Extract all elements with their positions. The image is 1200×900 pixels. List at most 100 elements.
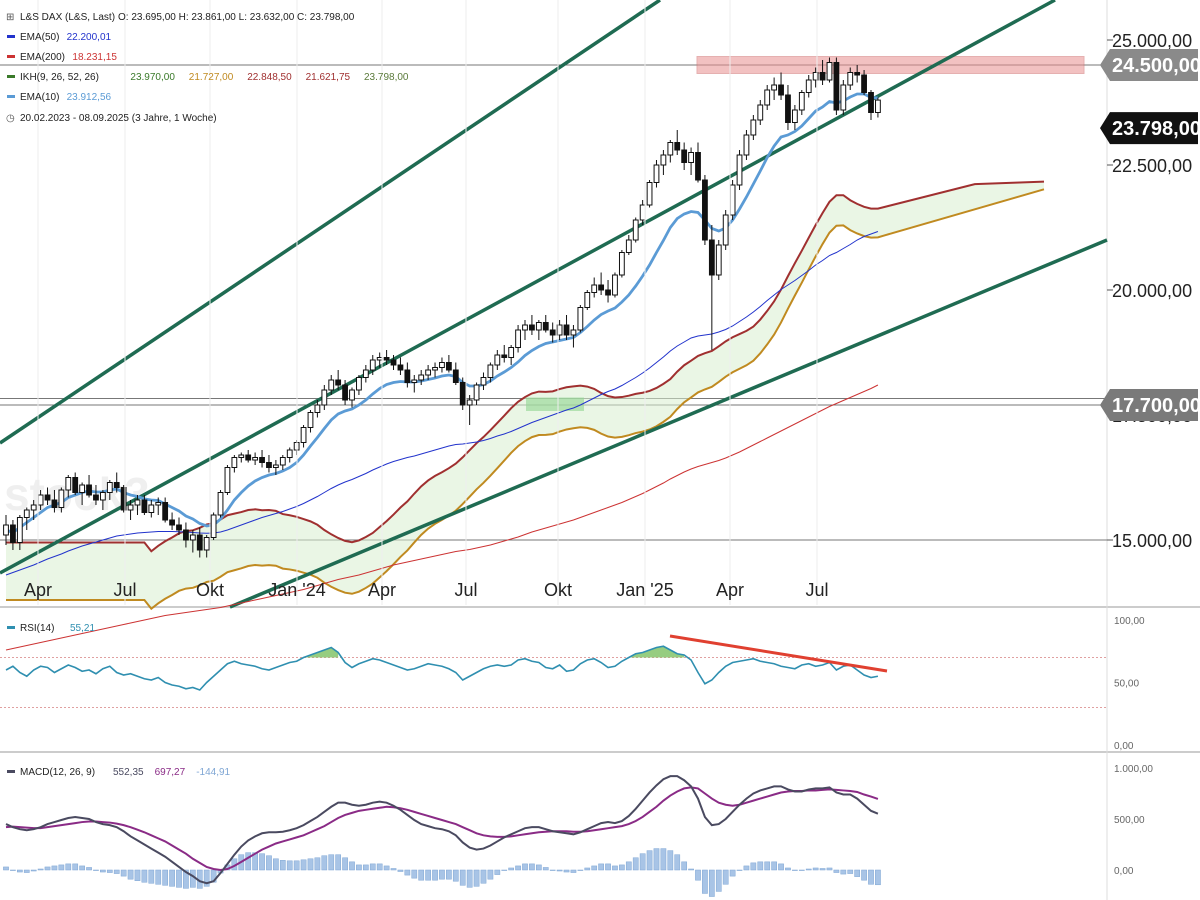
macd-histogram-bar xyxy=(44,866,51,871)
trend-channel-line-2 xyxy=(0,0,1056,575)
candle-81 xyxy=(563,315,570,340)
price-tick-label-0: 25.000,00 xyxy=(1112,31,1192,51)
candle-body-up xyxy=(508,347,515,358)
macd-histogram-bar xyxy=(362,864,369,871)
candle-101 xyxy=(702,175,708,245)
macd-histogram-bar xyxy=(335,854,342,871)
candle-body-up xyxy=(577,307,584,331)
candle-body-down xyxy=(563,324,570,336)
time-tick-label-1: Jul xyxy=(113,580,136,600)
cloud-fill xyxy=(6,181,1044,609)
candle-109 xyxy=(757,100,764,125)
candle-52 xyxy=(362,365,369,383)
macd-histogram-bar xyxy=(321,855,328,871)
candle-body-up xyxy=(16,517,23,543)
candle-70 xyxy=(487,362,494,383)
candle-body-up xyxy=(217,492,224,516)
senkou-span-b xyxy=(6,188,1045,611)
candle-72 xyxy=(501,345,508,363)
macd-histogram-bar xyxy=(72,863,79,871)
candle-body-down xyxy=(404,369,411,383)
ohlc-values: O: 23.695,00 H: 23.861,00 L: 23.632,00 C… xyxy=(118,12,355,23)
candle-body-up xyxy=(300,427,307,443)
macd-value-2: -144,91 xyxy=(196,767,230,778)
macd-histogram-bar xyxy=(183,869,189,889)
macd-histogram-bar xyxy=(778,863,784,871)
macd-histogram-bar xyxy=(79,865,85,871)
candle-body-up xyxy=(272,464,279,468)
candle-body-up xyxy=(736,154,743,186)
macd-histogram-bar xyxy=(736,869,743,871)
macd-histogram-bar xyxy=(708,869,715,897)
legend-value-3-0: 23.912,56 xyxy=(67,92,112,103)
legend-value-0-0: 22.200,01 xyxy=(67,32,112,43)
candle-124 xyxy=(861,70,867,95)
candle-body-up xyxy=(127,504,134,511)
price-tag-bg xyxy=(1100,389,1198,421)
candle-86 xyxy=(598,272,605,295)
candle-body-up xyxy=(875,99,881,113)
candle-99 xyxy=(688,147,694,175)
candle-69 xyxy=(480,372,487,390)
macd-histogram-bar xyxy=(314,857,321,871)
macd-histogram-bar xyxy=(307,858,314,871)
macd-value-0: 552,35 xyxy=(113,767,144,778)
candle-4 xyxy=(30,500,37,520)
macd-histogram-bar xyxy=(598,863,604,871)
rsi-divergence-line xyxy=(669,634,888,673)
candle-body-down xyxy=(259,457,265,463)
candle-26 xyxy=(183,522,189,548)
candle-3 xyxy=(23,507,30,530)
candle-94 xyxy=(653,160,660,188)
candle-38 xyxy=(266,455,272,473)
candle-76 xyxy=(529,315,535,335)
candle-body-up xyxy=(307,412,314,428)
macd-histogram-bar xyxy=(522,863,528,871)
macd-histogram-bar xyxy=(861,869,867,881)
macd-histogram-bar xyxy=(854,869,861,877)
candle-body-up xyxy=(480,377,487,386)
macd-histogram-bar xyxy=(681,861,688,871)
macd-histogram-bar xyxy=(169,869,175,887)
macd-histogram-bar xyxy=(23,869,30,873)
candle-body-down xyxy=(501,354,508,358)
macd-histogram-bar xyxy=(515,865,521,871)
macd-histogram-bar xyxy=(3,866,9,871)
candle-57 xyxy=(397,357,404,375)
candle-body-up xyxy=(79,484,86,493)
candle-7 xyxy=(51,490,58,513)
macd-histogram-bar xyxy=(501,869,508,871)
candle-body-up xyxy=(791,109,798,123)
candle-36 xyxy=(252,452,259,465)
candle-11 xyxy=(79,482,86,505)
candle-34 xyxy=(238,452,245,463)
instrument-icon: ⊞ xyxy=(6,12,14,23)
time-tick-label-3: Jan '24 xyxy=(268,580,325,600)
candle-105 xyxy=(729,180,736,220)
macd-histogram-bar xyxy=(473,869,480,887)
candle-46 xyxy=(321,385,328,410)
macd-histogram-bar xyxy=(279,860,286,871)
candle-113 xyxy=(785,85,791,130)
candle-85 xyxy=(591,277,598,298)
candle-90 xyxy=(625,235,632,255)
macd-histogram-bar xyxy=(826,867,833,871)
trend-channel-line-3 xyxy=(229,238,1108,609)
time-tick-label-8: Apr xyxy=(716,580,744,600)
candle-body-up xyxy=(646,182,653,206)
macd-histogram-bar xyxy=(446,869,452,880)
trend-channels xyxy=(0,0,1108,609)
candle-29 xyxy=(203,535,210,558)
candle-107 xyxy=(743,130,750,160)
candle-48 xyxy=(335,370,342,390)
macd-histogram-bar xyxy=(58,864,65,871)
macd-tick-2: 0,00 xyxy=(1114,866,1134,877)
trend-channel-line-1 xyxy=(0,0,661,445)
candle-body-up xyxy=(750,119,757,136)
candle-78 xyxy=(542,315,549,333)
candle-82 xyxy=(570,325,577,348)
candle-0 xyxy=(3,515,9,545)
macd-histogram-bar xyxy=(743,865,750,871)
